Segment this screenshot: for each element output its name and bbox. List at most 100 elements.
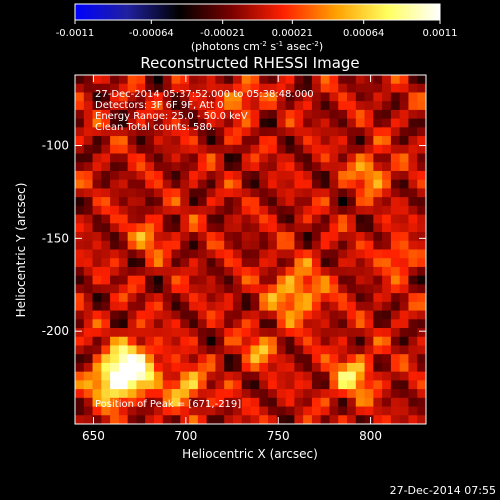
heatmap-cell — [136, 336, 146, 346]
heatmap-cell — [232, 328, 243, 338]
heatmap-cell — [268, 118, 278, 128]
heatmap-cell — [347, 197, 357, 207]
heatmap-cell — [118, 118, 129, 128]
heatmap-cell — [408, 197, 418, 207]
heatmap-cell — [92, 310, 102, 320]
heatmap-cell — [303, 127, 313, 137]
heatmap-cell — [83, 249, 93, 259]
heatmap-cell — [276, 214, 287, 224]
heatmap-cell — [189, 354, 199, 364]
heatmap-cell — [311, 415, 322, 425]
heatmap-cell — [83, 205, 93, 216]
heatmap-cell — [364, 197, 374, 207]
heatmap-cell — [373, 109, 383, 120]
heatmap-cell — [110, 284, 120, 294]
footer-timestamp: 27-Dec-2014 07:55 — [390, 484, 496, 497]
heatmap-cell — [92, 197, 102, 207]
heatmap-cell — [180, 197, 190, 207]
heatmap-cell — [417, 83, 427, 93]
heatmap-cell — [232, 188, 243, 198]
heatmap-cell — [276, 144, 287, 154]
heatmap-cell — [118, 205, 129, 216]
heatmap-cell — [215, 179, 225, 189]
colorbar-tick-label: 0.0011 — [423, 28, 458, 39]
heatmap-cell — [408, 293, 418, 303]
heatmap-cell — [206, 266, 216, 277]
heatmap-cell — [303, 240, 313, 250]
heatmap-cell — [136, 301, 146, 311]
heatmap-cell — [153, 162, 164, 172]
heatmap-cell — [75, 389, 85, 399]
heatmap-cell — [189, 197, 199, 207]
heatmap-cell — [110, 205, 120, 216]
heatmap-cell — [145, 258, 155, 268]
heatmap-cell — [408, 92, 418, 102]
heatmap-cell — [215, 397, 225, 407]
heatmap-cell — [118, 397, 129, 407]
heatmap-cell — [162, 258, 172, 268]
heatmap-cell — [364, 301, 374, 311]
heatmap-cell — [215, 258, 225, 268]
heatmap-cell — [408, 397, 418, 407]
heatmap-cell — [268, 380, 278, 390]
heatmap-cell — [303, 92, 313, 102]
heatmap-cell — [355, 319, 365, 329]
heatmap-cell — [171, 301, 181, 311]
heatmap-cell — [338, 101, 348, 111]
heatmap-cell — [390, 205, 401, 216]
heatmap-cell — [206, 371, 216, 381]
heatmap-cell — [364, 397, 374, 407]
heatmap-cell — [250, 258, 260, 268]
heatmap-cell — [215, 354, 225, 364]
heatmap-cell — [153, 197, 164, 207]
heatmap-cell — [83, 197, 93, 207]
heatmap-cell — [110, 223, 120, 233]
heatmap-cell — [215, 319, 225, 329]
heatmap-cell — [311, 232, 322, 242]
heatmap-cell — [250, 415, 260, 425]
heatmap-cell — [118, 284, 129, 294]
heatmap-cell — [189, 345, 199, 355]
heatmap-cell — [197, 83, 208, 93]
heatmap-cell — [338, 118, 348, 128]
heatmap-cell — [355, 415, 365, 425]
heatmap-cell — [162, 170, 172, 181]
colorbar-tick-label: -0.0011 — [56, 28, 95, 39]
heatmap-cell — [338, 362, 348, 373]
heatmap-cell — [329, 310, 339, 320]
heatmap-cell — [285, 240, 295, 250]
heatmap-cell — [364, 362, 374, 373]
heatmap-cell — [329, 345, 339, 355]
heatmap-cell — [162, 328, 172, 338]
heatmap-cell — [75, 406, 85, 416]
heatmap-cell — [364, 170, 374, 181]
heatmap-cell — [127, 397, 137, 407]
heatmap-cell — [171, 293, 181, 303]
heatmap-cell — [373, 197, 383, 207]
heatmap-cell — [294, 197, 304, 207]
heatmap-cell — [390, 153, 401, 163]
heatmap-cell — [136, 310, 146, 320]
heatmap-cell — [399, 205, 409, 216]
heatmap-cell — [303, 179, 313, 189]
heatmap-cell — [338, 397, 348, 407]
heatmap-cell — [180, 223, 190, 233]
heatmap-cell — [224, 354, 234, 364]
heatmap-cell — [127, 380, 137, 390]
heatmap-cell — [215, 301, 225, 311]
heatmap-cell — [259, 336, 269, 346]
heatmap-cell — [224, 310, 234, 320]
heatmap-cell — [118, 197, 129, 207]
heatmap-cell — [276, 205, 287, 216]
heatmap-cell — [294, 109, 304, 120]
heatmap-cell — [373, 397, 383, 407]
heatmap-cell — [215, 345, 225, 355]
heatmap-cell — [180, 266, 190, 277]
heatmap-cell — [338, 406, 348, 416]
annotation-time: 27-Dec-2014 05:37:52.000 to 05:38:48.000 — [95, 89, 314, 100]
heatmap-cell — [197, 319, 208, 329]
heatmap-cell — [153, 266, 164, 277]
heatmap-cell — [329, 371, 339, 381]
heatmap-cell — [92, 249, 102, 259]
heatmap-cell — [153, 136, 164, 146]
